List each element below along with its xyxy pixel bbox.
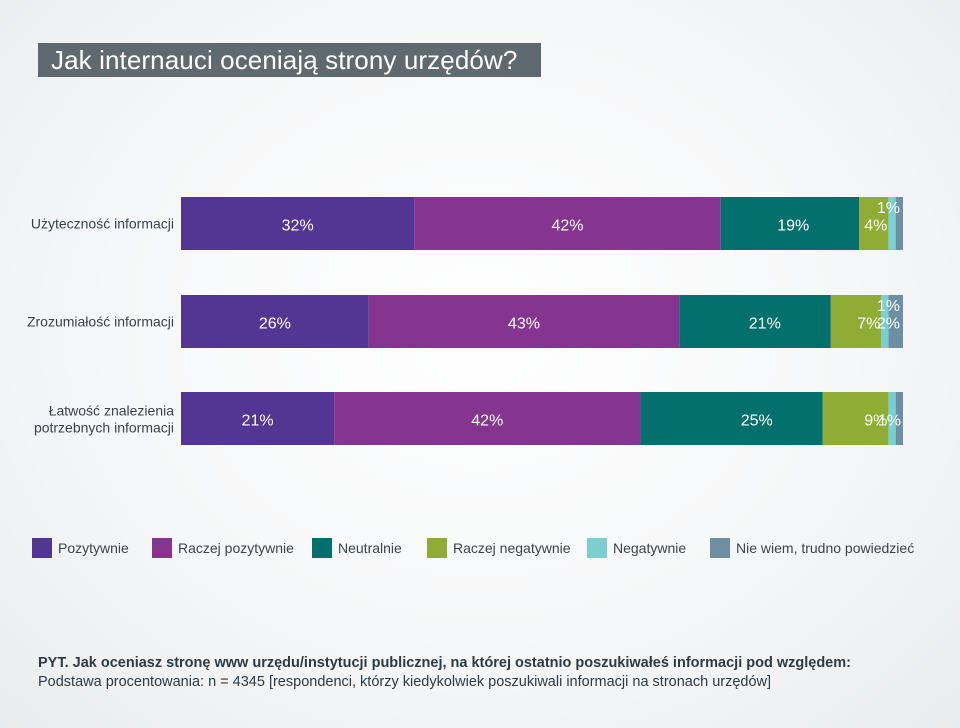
bar-segment <box>859 197 889 250</box>
data-label: 1% <box>878 413 901 430</box>
legend-label: Neutralnie <box>338 540 402 556</box>
data-label: 9% <box>864 413 887 430</box>
data-label: 42% <box>552 218 584 235</box>
data-label: 1% <box>877 298 900 315</box>
legend-swatch <box>710 538 730 558</box>
legend-swatch <box>427 538 447 558</box>
data-label: 21% <box>242 413 274 430</box>
legend-swatch <box>312 538 332 558</box>
survey-base: Podstawa procentowania: n = 4345 [respon… <box>38 674 772 690</box>
stacked-bar-chart: Użyteczność informacji 32% 42% 19% 4%1%Zrozu… <box>27 197 903 445</box>
legend-item: Raczej pozytywnie <box>152 538 294 558</box>
data-label: 42% <box>471 413 503 430</box>
legend-item: Negatywnie <box>587 538 686 558</box>
data-label: 19% <box>777 218 809 235</box>
bar-segment <box>640 392 823 445</box>
chart-title-box: Jak internauci oceniają strony urzędów? <box>38 43 541 77</box>
chart-title: Jak internauci oceniają strony urzędów? <box>51 44 518 75</box>
bar-segment <box>881 295 889 348</box>
data-label: 32% <box>282 218 314 235</box>
data-label: 43% <box>508 316 540 333</box>
data-label: 7% <box>857 316 880 333</box>
bar-segment <box>888 197 896 250</box>
bar-segment <box>720 197 860 250</box>
legend-item: Raczej negatywnie <box>427 538 571 558</box>
bar-segment <box>895 197 903 250</box>
legend-swatch <box>152 538 172 558</box>
legend-item: Pozytywnie <box>32 538 129 558</box>
bar-segment <box>181 197 415 250</box>
bar-segment <box>414 197 721 250</box>
category-label: Użyteczność informacji <box>31 216 174 232</box>
footnote: PYT. Jak oceniasz stronę www urzędu/inst… <box>38 655 938 690</box>
legend-item: Nie wiem, trudno powiedzieć <box>710 538 914 558</box>
bar-segment <box>181 392 335 445</box>
bar-segment <box>334 392 641 445</box>
bar-segment <box>679 295 831 348</box>
category-label: Zrozumiałość informacji <box>27 314 174 330</box>
bar-segment <box>888 295 903 348</box>
data-label: 4% <box>864 218 887 235</box>
bar-segment <box>895 392 903 445</box>
data-label: 2% <box>877 316 900 333</box>
data-label: 21% <box>749 316 781 333</box>
survey-question: PYT. Jak oceniasz stronę www urzędu/inst… <box>38 655 851 671</box>
legend-label: Negatywnie <box>613 540 687 556</box>
legend-label: Raczej negatywnie <box>453 540 571 556</box>
legend-swatch <box>587 538 607 558</box>
legend-swatch <box>32 538 52 558</box>
bar-segment <box>181 295 369 348</box>
legend-label: Pozytywnie <box>58 540 129 556</box>
bar-segment <box>822 392 889 445</box>
legend-item: Neutralnie <box>312 538 402 558</box>
data-label: 26% <box>259 316 291 333</box>
chart-legend: Pozytywnie Raczej pozytywnie Neutralnie Rac… <box>32 538 932 558</box>
bar-segment <box>830 295 882 348</box>
data-label: 25% <box>741 413 773 430</box>
legend-label: Nie wiem, trudno powiedzieć <box>736 540 915 556</box>
legend-label: Raczej pozytywnie <box>178 540 294 556</box>
category-label: Łatwość znalezienia potrzebnych informacj… <box>34 403 174 436</box>
data-label: 1% <box>877 200 900 217</box>
bar-segment <box>888 392 896 445</box>
bar-segment <box>368 295 680 348</box>
